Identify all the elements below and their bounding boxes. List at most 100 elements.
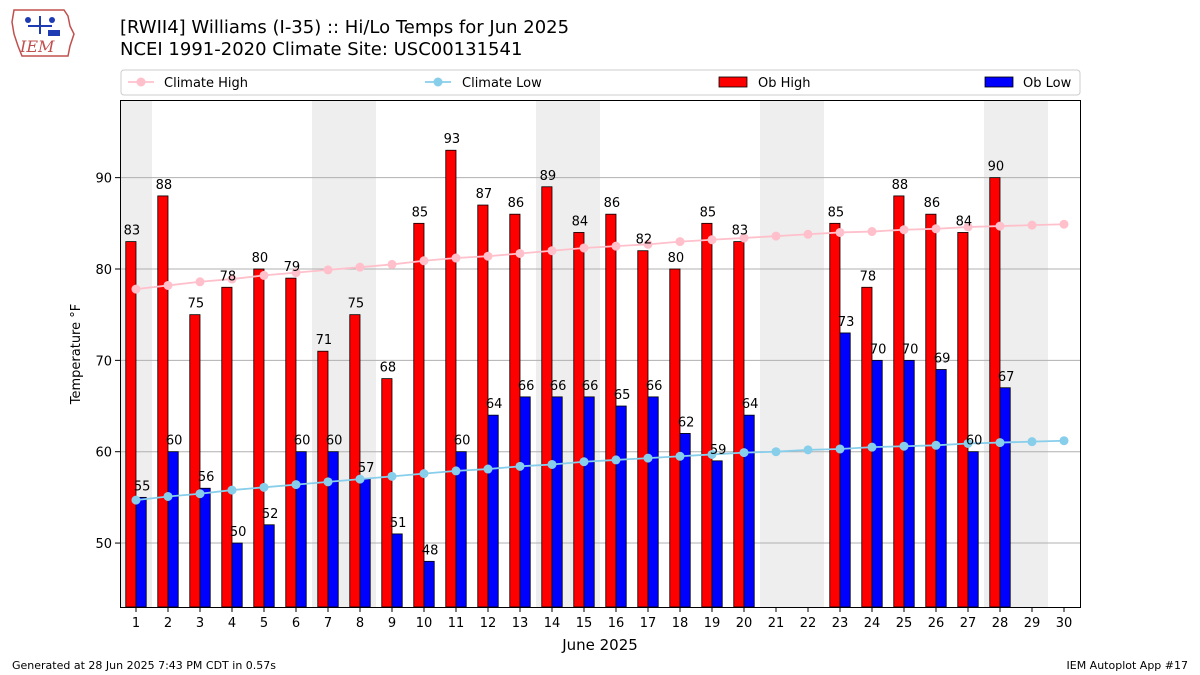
ob-low-bar-label: 65 [614, 388, 631, 403]
climate-high-point [579, 243, 589, 253]
ob-low-bar [615, 405, 627, 608]
ob-low-bar [167, 451, 179, 608]
ob-low-bar-label: 59 [710, 443, 727, 458]
weekend-shade [760, 100, 824, 607]
climate-high-point [707, 235, 717, 245]
ob-high-bar [669, 268, 681, 608]
ob-low-bar-label: 55 [134, 479, 151, 494]
ob-high-bar-label: 85 [412, 205, 429, 220]
ob-high-bar [573, 232, 585, 608]
climate-high-point [355, 262, 365, 272]
climate-low-point [899, 441, 909, 451]
climate-high-point [323, 265, 333, 275]
climate-low-point [803, 445, 813, 455]
ob-high-bar-label: 68 [380, 361, 397, 376]
ob-high-bar [445, 149, 457, 608]
y-axis-label: Temperature °F [69, 304, 84, 405]
ob-high-bar [253, 268, 265, 608]
x-tick-label: 23 [832, 616, 849, 631]
ob-low-bar-label: 66 [518, 379, 535, 394]
legend-swatch [718, 76, 748, 88]
legend-marker [136, 77, 146, 87]
ob-low-bar [423, 560, 435, 608]
climate-low-point [195, 489, 205, 499]
climate-high-point [835, 227, 845, 237]
x-tick-label: 29 [1024, 616, 1041, 631]
ob-low-bar [551, 396, 563, 608]
x-tick-label: 3 [196, 616, 204, 631]
ob-low-bar-label: 52 [262, 507, 279, 522]
legend-item-ob-high: Ob High [718, 76, 811, 91]
ob-high-bar-label: 75 [188, 297, 205, 312]
climate-low-point [1027, 437, 1037, 447]
ob-high-bar-label: 85 [700, 205, 717, 220]
x-tick-label: 1 [132, 616, 140, 631]
ob-high-bar-label: 75 [348, 297, 365, 312]
climate-low-point [451, 466, 461, 476]
climate-low-point [131, 495, 141, 505]
ob-low-bar [231, 542, 243, 608]
y-tick-label: 80 [95, 263, 112, 278]
climate-low-line [135, 439, 1065, 502]
climate-low-point [707, 449, 717, 459]
x-tick-label: 5 [260, 616, 268, 631]
x-tick-label: 25 [896, 616, 913, 631]
ob-low-bar-label: 64 [742, 397, 759, 412]
x-tick-label: 17 [640, 616, 657, 631]
climate-high-point [803, 229, 813, 239]
ob-low-bar [647, 396, 659, 608]
x-tick-label: 14 [544, 616, 561, 631]
ob-low-bar [967, 451, 979, 608]
ob-low-bar-label: 66 [646, 379, 663, 394]
climate-low-point [483, 464, 493, 474]
ob-high-bar-label: 82 [636, 233, 653, 248]
legend: Climate High Climate Low Ob High Ob Low [120, 69, 1081, 96]
climate-high-line [135, 223, 1065, 290]
ob-high-bar [605, 213, 617, 608]
climate-low-point [419, 469, 429, 479]
ob-low-bar-label: 60 [454, 434, 471, 449]
ob-high-bar [125, 241, 137, 608]
x-tick-label: 27 [960, 616, 977, 631]
x-tick-label: 28 [992, 616, 1009, 631]
x-tick-label: 22 [800, 616, 817, 631]
climate-low-point [163, 491, 173, 501]
climate-low-point [355, 474, 365, 484]
app-credit: IEM Autoplot App #17 [1066, 659, 1189, 672]
chart-title: [RWII4] Williams (I-35) :: Hi/Lo Temps f… [120, 17, 570, 38]
climate-low-point [867, 442, 877, 452]
ob-low-bar [903, 359, 915, 608]
climate-high-point [611, 241, 621, 251]
ob-low-bar [487, 414, 499, 608]
climate-low-point [227, 485, 237, 495]
ob-high-bar-label: 88 [156, 178, 173, 193]
x-tick-label: 9 [388, 616, 396, 631]
x-tick-label: 19 [704, 616, 721, 631]
ob-low-bar [295, 451, 307, 608]
ob-high-bar-label: 87 [476, 187, 493, 202]
climate-high-point [867, 227, 877, 237]
ob-high-bar [189, 314, 201, 608]
ob-low-bar-label: 60 [294, 434, 311, 449]
legend-label: Climate Low [462, 76, 542, 91]
climate-low-point [259, 482, 269, 492]
climate-high-point [675, 237, 685, 247]
ob-high-bar [509, 213, 521, 608]
climate-high-point [163, 280, 173, 290]
ob-high-bar [925, 213, 937, 608]
ob-high-bar [701, 222, 713, 608]
x-tick-label: 11 [448, 616, 465, 631]
climate-low-point [547, 459, 557, 469]
ob-high-bar-label: 84 [956, 214, 973, 229]
legend-frame [120, 69, 1081, 96]
x-tick-label: 20 [736, 616, 753, 631]
climate-high-point [547, 246, 557, 256]
x-tick-label: 16 [608, 616, 625, 631]
ob-low-bar [263, 524, 275, 608]
ob-high-bar [989, 177, 1001, 608]
ob-low-bar-label: 70 [870, 342, 887, 357]
climate-high-point [419, 256, 429, 266]
climate-high-point [931, 224, 941, 234]
climate-high-point [131, 284, 141, 294]
